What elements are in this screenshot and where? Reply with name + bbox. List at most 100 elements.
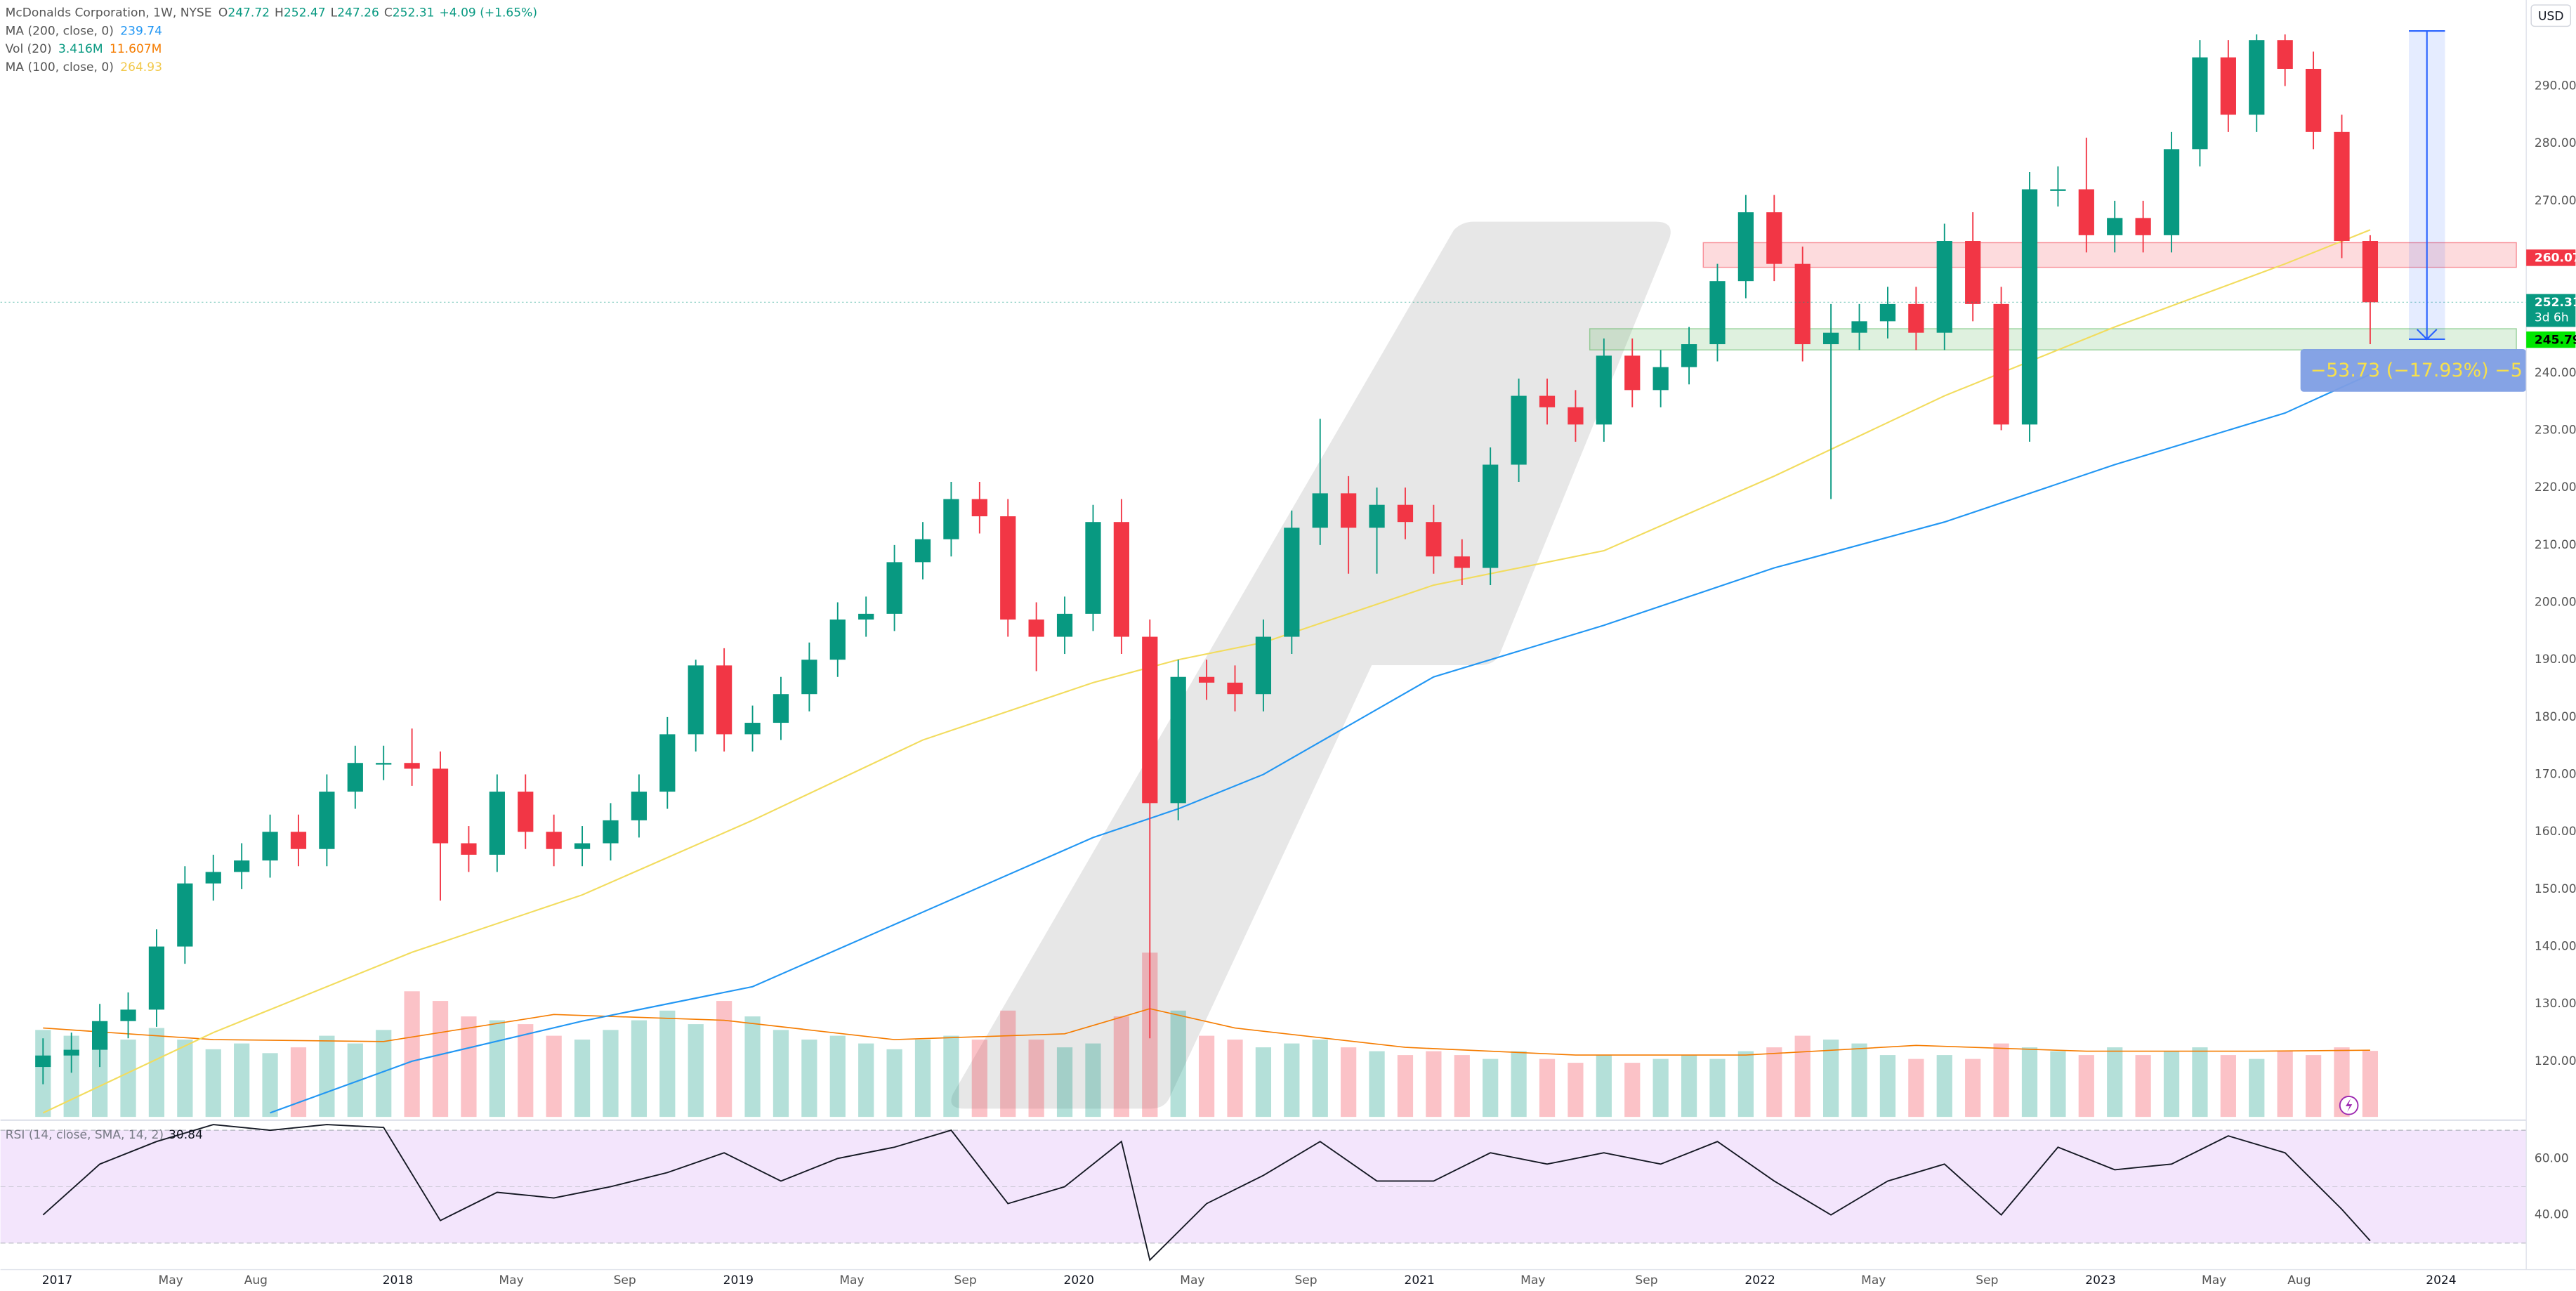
y-tick-label: 210.00 xyxy=(2535,538,2576,552)
volume-bar xyxy=(290,1047,307,1118)
ohlc-value: 247.26 xyxy=(337,6,379,20)
price-tag-label: 252.31 xyxy=(2535,296,2576,310)
rsi-layer: RSI (14, close, SMA, 14, 2) 30.84 xyxy=(0,1124,2527,1261)
volume-bar xyxy=(1965,1059,1981,1118)
candle-body xyxy=(858,613,874,620)
candle-body xyxy=(1511,395,1527,465)
candle-body xyxy=(1227,682,1243,695)
candle-body xyxy=(801,660,817,695)
volume-bar xyxy=(1908,1059,1924,1118)
zone xyxy=(1702,242,2517,268)
candle-body xyxy=(1851,321,1867,333)
volume-bar xyxy=(1028,1040,1044,1118)
candle-body xyxy=(603,820,619,844)
candle-body xyxy=(631,792,648,820)
candle-body xyxy=(120,1009,136,1021)
volume-bar xyxy=(1851,1043,1867,1118)
candle-body xyxy=(1652,367,1669,391)
indicator-value: 264.93 xyxy=(120,60,162,74)
volume-bar xyxy=(801,1040,817,1118)
candle-body xyxy=(688,665,704,735)
candle-body xyxy=(347,763,363,792)
candle-body xyxy=(716,665,732,735)
volume-bar xyxy=(2305,1055,2322,1118)
volume-bar xyxy=(1794,1035,1811,1118)
price-tag-countdown: 3d 6h xyxy=(2535,311,2569,325)
overlay-layer: −53.73 (−17.93%) −5 xyxy=(0,30,2527,392)
candle-body xyxy=(1965,241,1981,304)
x-tick-label: May xyxy=(499,1273,523,1287)
candle-body xyxy=(489,792,505,855)
legend: McDonalds Corporation, 1W, NYSE O247.72 H2… xyxy=(6,6,537,74)
indicator-name: MA (100, close, 0) xyxy=(6,60,114,74)
candle-body xyxy=(290,832,307,849)
candle-body xyxy=(773,694,789,723)
volume-bar xyxy=(1397,1055,1414,1118)
y-tick-label: 190.00 xyxy=(2535,653,2576,667)
y-tick-label: 200.00 xyxy=(2535,596,2576,610)
indicator-legend: MA (100, close, 0) 264.93 xyxy=(6,60,162,74)
price-tag xyxy=(2526,331,2576,348)
x-tick-label: Aug xyxy=(244,1273,268,1287)
candle-body xyxy=(1426,522,1442,557)
y-tick-label: 290.00 xyxy=(2535,79,2576,93)
price-tag xyxy=(2526,294,2576,327)
volume-bar xyxy=(1454,1055,1470,1118)
candle-body xyxy=(1170,676,1186,804)
volume-bar xyxy=(461,1016,477,1118)
alert-bolt xyxy=(2345,1099,2353,1113)
volume-bar xyxy=(546,1035,562,1118)
volume-bar xyxy=(1766,1047,1782,1118)
x-tick-label: May xyxy=(158,1273,183,1287)
y-tick-label: 150.00 xyxy=(2535,882,2576,896)
volume-bar xyxy=(688,1024,704,1118)
volume-bar xyxy=(1341,1047,1357,1118)
rsi-value: 30.84 xyxy=(169,1128,203,1142)
volume-bar xyxy=(432,1001,449,1118)
x-tick-label: May xyxy=(839,1273,864,1287)
y-tick-label: 280.00 xyxy=(2535,136,2576,150)
indicator-legend: MA (200, close, 0) 239.74 xyxy=(6,24,162,38)
candle-body xyxy=(2220,57,2236,115)
ohlc-key: L xyxy=(331,6,338,20)
currency-box[interactable] xyxy=(2530,4,2572,27)
candle-body xyxy=(1341,493,1357,528)
volume-bar xyxy=(943,1035,959,1118)
candle-body xyxy=(1596,355,1612,425)
volume-bar xyxy=(971,1040,987,1118)
candle-body xyxy=(2135,218,2151,235)
y-tick-label: 140.00 xyxy=(2535,940,2576,954)
candle-body xyxy=(1908,303,1924,333)
y-tick-label: 230.00 xyxy=(2535,424,2576,438)
price-tag xyxy=(2526,249,2576,266)
volume-bar xyxy=(376,1030,392,1118)
volume-bar xyxy=(1227,1040,1243,1118)
volume-bar xyxy=(2249,1059,2265,1118)
x-tick-label: 2022 xyxy=(1744,1273,1775,1287)
volume-bar xyxy=(631,1020,648,1118)
candle-body xyxy=(1993,303,2009,425)
volume-bar xyxy=(1426,1051,1442,1118)
volume-bar xyxy=(148,1028,165,1118)
volume-bar xyxy=(1879,1055,1896,1118)
volume-bar xyxy=(2107,1047,2123,1118)
candle-body xyxy=(1568,407,1584,425)
volume-bar xyxy=(858,1043,874,1118)
volume-bar xyxy=(1936,1055,1952,1118)
candle-body xyxy=(35,1055,51,1068)
volume-layer xyxy=(35,952,2379,1118)
candle-body xyxy=(2021,189,2038,425)
volume-bar xyxy=(1823,1040,1839,1118)
candle-body xyxy=(1113,522,1129,637)
candle-body xyxy=(1397,504,1414,523)
volume-bar xyxy=(2220,1055,2236,1118)
volume-bar xyxy=(2078,1055,2094,1118)
volume-bar xyxy=(1709,1059,1726,1118)
candle-body xyxy=(574,843,591,849)
volume-bar xyxy=(716,1001,732,1118)
indicator-value: 239.74 xyxy=(120,24,162,38)
candle-body xyxy=(1085,522,1101,614)
indicator-value: 11.607M xyxy=(110,42,162,56)
ohlc-key: O xyxy=(218,6,228,20)
